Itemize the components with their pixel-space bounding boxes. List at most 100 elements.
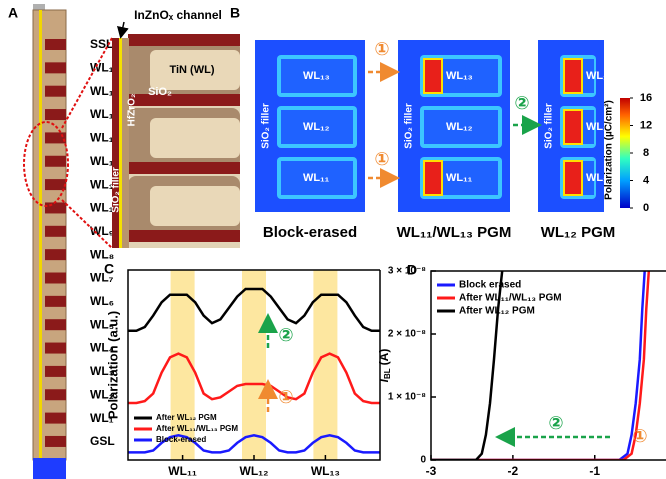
- state-caption: Block-erased: [263, 224, 357, 241]
- cell-core: [424, 110, 498, 144]
- panel-label: C: [104, 261, 114, 277]
- layer-bar: [45, 39, 66, 50]
- legend-label: After WL₁₂ PGM: [459, 306, 535, 317]
- y-axis-label: Polarization (a.u.): [105, 311, 120, 419]
- layer-bar: [45, 272, 66, 284]
- layer-label: GSL: [90, 434, 115, 448]
- layer-label: WL₈: [90, 247, 114, 261]
- zoom-line: [61, 37, 113, 129]
- y-axis-label-sub: BL: [383, 368, 392, 379]
- cell-label: WL₁₃: [303, 70, 330, 82]
- layer-label: WL₁₃: [90, 131, 119, 145]
- polarized-region: [563, 58, 583, 94]
- layer-bar: [45, 295, 66, 307]
- layer-bar: [45, 389, 66, 401]
- state-caption: WL₁₂ PGM: [541, 224, 616, 241]
- layer-label: WL₉: [90, 224, 114, 238]
- polarized-region: [563, 109, 583, 145]
- layer-bar: [45, 109, 66, 121]
- cell-label: WL₁₂: [446, 121, 473, 133]
- oxide-label: SiO₂: [148, 86, 172, 98]
- series-line: [128, 287, 380, 333]
- panel-label: B: [230, 5, 240, 21]
- y-tick-label: 2 × 10⁻⁸: [388, 329, 426, 340]
- layer-label: SSL: [90, 37, 113, 51]
- layer-bar: [45, 85, 66, 97]
- wl-bar: [128, 230, 240, 242]
- y-tick-label: 0: [420, 455, 426, 466]
- colorbar-tick-label: 4: [643, 174, 650, 186]
- filler-label: SiO₂ filler: [261, 103, 272, 149]
- annotation: ②: [278, 325, 293, 345]
- polarized-region: [423, 58, 443, 94]
- channel-line: [39, 10, 42, 460]
- cell-label: WL₁₃: [446, 70, 473, 82]
- wl-bar: [128, 94, 240, 106]
- layer-label: WL₅: [90, 317, 114, 331]
- zoom-line: [61, 199, 113, 249]
- layer-label: WL₄: [90, 341, 115, 355]
- layer-label: WL₁: [90, 411, 114, 425]
- y-axis-label-unit: (A): [377, 349, 391, 366]
- colorbar-tick-label: 12: [640, 119, 652, 131]
- layer-bar: [45, 435, 66, 447]
- layer-label: WL₇: [90, 271, 114, 285]
- axis-frame: [430, 270, 666, 461]
- layer-bar: [45, 249, 66, 261]
- cell-core: [281, 161, 353, 195]
- layer-bar: [45, 202, 66, 214]
- source-block: [33, 458, 66, 479]
- layer-bar: [45, 319, 66, 331]
- x-tick-label: -3: [426, 464, 437, 478]
- state-caption: WL₁₁/WL₁₃ PGM: [397, 224, 512, 241]
- layer-bar: [45, 62, 66, 74]
- annotation: ①: [278, 387, 293, 407]
- tin-label: TiN (WL): [169, 64, 214, 76]
- colorbar-tick-label: 8: [643, 147, 649, 159]
- y-tick-label: 1 × 10⁻⁸: [388, 392, 426, 403]
- y-axis-label: IBL (A): [377, 349, 392, 383]
- x-tick-label: -2: [508, 464, 519, 478]
- annotation: ②: [548, 413, 563, 433]
- hzo-strip: [122, 38, 129, 248]
- step-label: ①: [374, 39, 389, 59]
- filler-label: SiO₂ filler: [544, 103, 555, 149]
- highlight-band: [242, 270, 266, 460]
- series-line: [128, 352, 380, 405]
- x-tick-label: WL₁₁: [168, 464, 197, 478]
- layer-bar: [45, 412, 66, 424]
- legend-label: Block erased: [459, 280, 521, 291]
- y-axis-label-main: I: [377, 378, 391, 382]
- annotation: ①: [632, 426, 647, 446]
- layer-label: WL₁₀: [90, 201, 119, 215]
- layer-label: WL₁₆: [90, 61, 119, 75]
- channel-arrow: [117, 21, 129, 39]
- layer-label: WL₁₁: [90, 177, 119, 191]
- channel-strip: [119, 38, 122, 248]
- series-line: [431, 270, 651, 460]
- legend-label: Block-erased: [156, 435, 206, 444]
- colorbar: [620, 98, 630, 208]
- cell-label: WL₁₁: [303, 172, 330, 184]
- layer-label: WL₁₅: [90, 84, 119, 98]
- y-tick-label: 3 × 10⁻⁸: [388, 266, 426, 277]
- filler-label: SiO₂ filler: [111, 167, 122, 213]
- tin-layer: [150, 50, 240, 90]
- legend-label: After WL₁₂ PGM: [156, 413, 217, 422]
- x-tick-label: WL₁₂: [240, 464, 269, 478]
- polarized-region: [423, 160, 443, 196]
- layer-label: WL₃: [90, 364, 114, 378]
- layer-bar: [45, 225, 66, 237]
- colorbar-tick-label: 16: [640, 92, 652, 104]
- step-label: ①: [374, 149, 389, 169]
- layer-bar: [45, 365, 66, 377]
- legend-label: After WL₁₁/WL₁₃ PGM: [459, 293, 562, 304]
- polarized-region: [563, 160, 583, 196]
- cell-core: [281, 110, 353, 144]
- filler-label: SiO₂ filler: [404, 103, 415, 149]
- tin-layer: [150, 118, 240, 158]
- colorbar-label: Polarization (µC/cm²): [604, 100, 615, 200]
- colorbar-tick-label: 0: [643, 202, 649, 214]
